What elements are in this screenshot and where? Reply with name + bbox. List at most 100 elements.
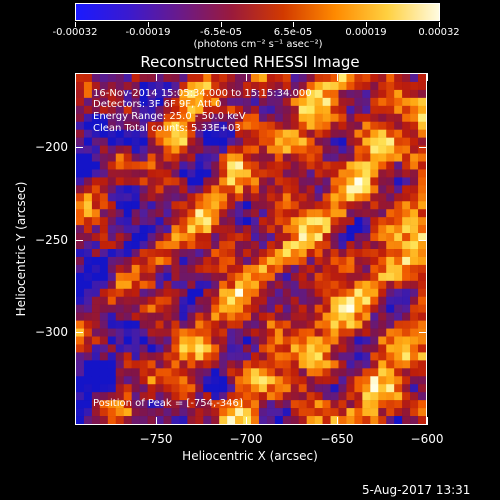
heatmap-cell — [83, 209, 93, 218]
heatmap-cell — [402, 161, 411, 170]
heatmap-cell — [322, 288, 331, 298]
heatmap-cell — [274, 384, 284, 393]
heatmap-cell — [306, 328, 315, 337]
heatmap-cell — [123, 137, 132, 146]
heatmap-cell — [107, 249, 117, 258]
heatmap-cell — [258, 368, 268, 377]
heatmap-cell — [91, 225, 101, 234]
colorbar-tick-label: 6.5e-05 — [273, 27, 313, 38]
heatmap-cell — [203, 249, 212, 258]
heatmap-cell — [346, 249, 355, 258]
heatmap-cell — [370, 137, 379, 146]
heatmap-cell — [330, 153, 339, 162]
heatmap-cell — [131, 416, 140, 424]
heatmap-cell — [330, 177, 339, 186]
heatmap-cell — [274, 320, 284, 329]
heatmap-cell — [251, 384, 260, 393]
heatmap-cell — [227, 209, 236, 218]
heatmap-cell — [410, 113, 419, 123]
heatmap-cell — [266, 129, 276, 138]
heatmap-cell — [346, 113, 355, 123]
heatmap-cell — [107, 304, 117, 313]
heatmap-image — [75, 73, 427, 425]
heatmap-cell — [147, 249, 156, 258]
heatmap-cell — [330, 193, 339, 202]
heatmap-cell — [107, 225, 117, 234]
heatmap-cell — [306, 201, 315, 210]
heatmap-cell — [203, 129, 212, 138]
heatmap-cell — [362, 185, 371, 194]
heatmap-cell — [203, 137, 212, 146]
heatmap-cell — [171, 153, 180, 162]
heatmap-cell — [274, 312, 284, 321]
heatmap-cell — [370, 344, 379, 353]
heatmap-cell — [187, 81, 196, 91]
heatmap-cell — [251, 328, 260, 337]
heatmap-cell — [394, 113, 403, 123]
heatmap-cell — [346, 217, 355, 226]
heatmap-cell — [298, 312, 307, 321]
heatmap-cell — [290, 241, 300, 250]
heatmap-cell — [179, 153, 188, 162]
heatmap-cell — [298, 201, 307, 210]
heatmap-cell — [187, 249, 196, 258]
heatmap-cell — [410, 256, 419, 266]
heatmap-cell — [410, 280, 419, 290]
heatmap-cell — [171, 272, 180, 282]
heatmap-cell — [354, 249, 363, 258]
heatmap-cell — [227, 233, 236, 242]
heatmap-cell — [418, 201, 426, 210]
heatmap-cell — [211, 249, 220, 258]
heatmap-cell — [386, 121, 395, 130]
heatmap-cell — [171, 121, 180, 130]
heatmap-cell — [378, 217, 387, 226]
heatmap-cell — [370, 328, 379, 337]
heatmap-cell — [258, 408, 268, 417]
heatmap-cell — [410, 328, 419, 337]
heatmap-cell — [346, 201, 355, 210]
heatmap-cell — [378, 89, 387, 99]
heatmap-cell — [131, 113, 140, 123]
heatmap-cell — [227, 416, 236, 424]
heatmap-cell — [298, 233, 307, 242]
heatmap-cell — [195, 368, 204, 377]
x-tick-mark — [156, 417, 157, 425]
heatmap-cell — [370, 225, 379, 234]
heatmap-cell — [338, 105, 347, 115]
heatmap-cell — [195, 264, 204, 274]
heatmap-cell — [243, 225, 252, 234]
heatmap-cell — [330, 241, 339, 250]
heatmap-cell — [362, 193, 371, 202]
heatmap-cell — [155, 225, 164, 234]
heatmap-cell — [219, 368, 228, 377]
heatmap-cell — [346, 241, 355, 250]
heatmap-cell — [290, 249, 300, 258]
heatmap-cell — [187, 264, 196, 274]
heatmap-cell — [227, 89, 236, 99]
heatmap-cell — [179, 312, 188, 321]
heatmap-cell — [195, 129, 204, 138]
heatmap-cell — [179, 352, 188, 361]
heatmap-cell — [266, 201, 276, 210]
heatmap-cell — [282, 233, 292, 242]
heatmap-cell — [298, 81, 307, 91]
heatmap-cell — [282, 288, 292, 298]
heatmap-cell — [219, 280, 228, 290]
heatmap-cell — [83, 400, 93, 409]
heatmap-cell — [179, 97, 188, 107]
heatmap-cell — [243, 249, 252, 258]
heatmap-cell — [147, 185, 156, 194]
heatmap-cell — [155, 137, 164, 146]
heatmap-cell — [386, 280, 395, 290]
x-tick-mark — [337, 73, 338, 81]
heatmap-cell — [139, 129, 148, 138]
heatmap-cell — [107, 81, 117, 91]
y-tick-mark — [75, 332, 83, 333]
heatmap-cell — [338, 400, 347, 409]
heatmap-cell — [243, 272, 252, 282]
y-tick-label: −200 — [35, 140, 68, 154]
heatmap-cell — [258, 201, 268, 210]
heatmap-cell — [115, 121, 125, 130]
heatmap-cell — [338, 201, 347, 210]
heatmap-cell — [235, 368, 244, 377]
